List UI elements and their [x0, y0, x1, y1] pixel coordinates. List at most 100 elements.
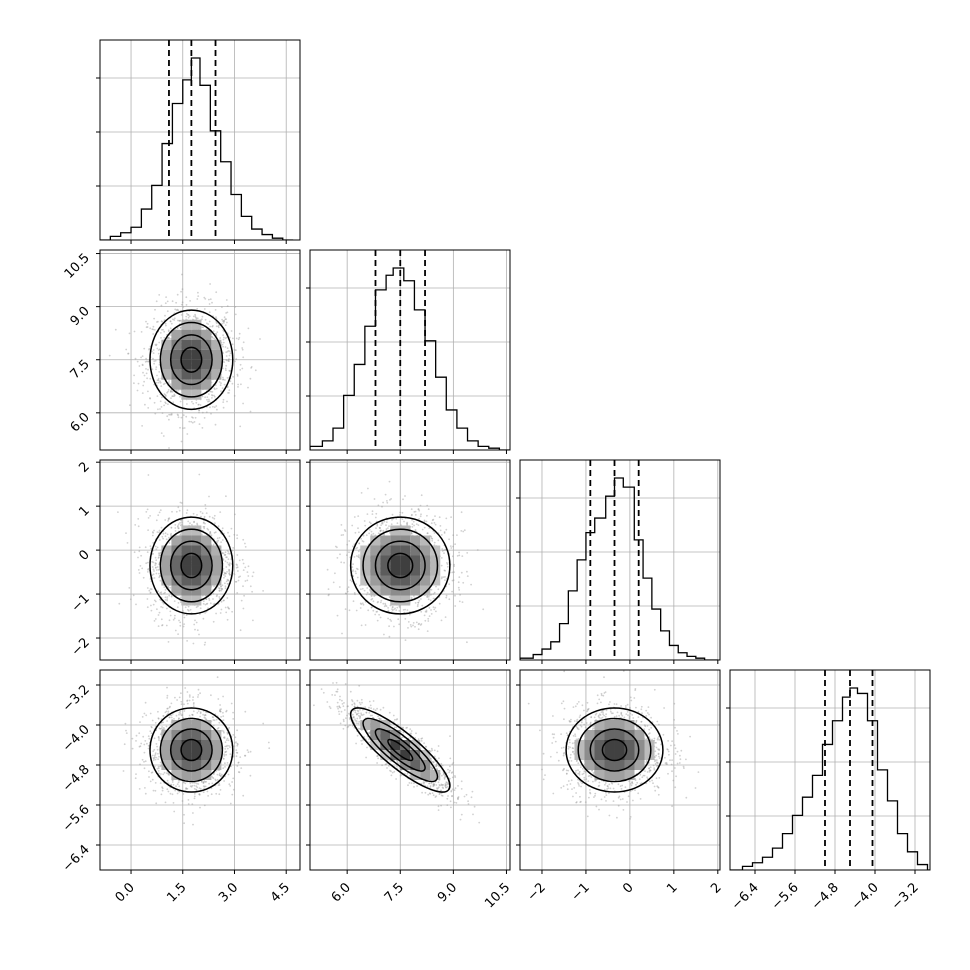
density-cell [181, 319, 192, 330]
contour-level-2 [159, 528, 224, 603]
scatter-point [202, 526, 205, 528]
scatter-point [191, 803, 194, 805]
scatter-point [223, 383, 226, 386]
scatter-point [247, 575, 250, 577]
scatter-point [187, 316, 190, 319]
scatter-point [342, 534, 345, 536]
scatter-point [151, 531, 154, 533]
scatter-point [231, 793, 234, 796]
scatter-point [232, 788, 235, 791]
scatter-point [430, 588, 433, 591]
scatter-point [445, 594, 448, 597]
scatter-point [418, 518, 420, 520]
scatter-point [149, 592, 152, 594]
scatter-point [432, 593, 435, 595]
scatter-point [174, 614, 176, 617]
scatter-point [197, 291, 199, 294]
scatter-point [207, 323, 210, 325]
scatter-point [175, 389, 178, 392]
scatter-point [190, 420, 193, 423]
scatter-point [177, 506, 180, 509]
scatter-point [168, 337, 171, 340]
scatter-point [182, 306, 185, 308]
scatter-point [199, 404, 202, 406]
scatter-point [169, 327, 172, 330]
scatter-point [209, 531, 212, 533]
scatter-point [388, 635, 391, 638]
scatter-point [166, 707, 169, 710]
scatter-point [409, 624, 412, 626]
scatter-point [239, 629, 242, 632]
scatter-point [222, 719, 225, 722]
scatter-point [220, 382, 222, 385]
scatter-point [231, 382, 234, 385]
scatter-point [218, 589, 221, 592]
scatter-point [169, 334, 171, 336]
scatter-point [432, 606, 435, 609]
panel-2-1 [306, 459, 511, 664]
scatter-point [108, 354, 111, 357]
scatter-point [138, 365, 141, 367]
scatter-point [158, 371, 161, 373]
scatter-point [213, 406, 216, 409]
scatter-point [336, 546, 338, 549]
scatter-point [252, 619, 254, 622]
scatter-point [234, 360, 236, 363]
density-cell [181, 565, 192, 576]
scatter-point [423, 526, 426, 529]
scatter-point [153, 362, 156, 365]
scatter-point [411, 526, 414, 528]
scatter-point [226, 583, 229, 585]
scatter-point [201, 318, 203, 321]
scatter-point [438, 516, 441, 519]
scatter-point [179, 319, 181, 322]
scatter-point [402, 498, 404, 501]
scatter-point [146, 360, 148, 363]
scatter-point [137, 556, 139, 559]
scatter-point [172, 395, 175, 397]
scatter-point [195, 621, 198, 624]
scatter-point [151, 328, 154, 330]
scatter-point [126, 542, 129, 544]
scatter-point [177, 319, 179, 322]
scatter-point [371, 597, 374, 600]
scatter-point [220, 585, 223, 588]
scatter-point [421, 604, 424, 607]
scatter-point [389, 618, 392, 621]
scatter-point [158, 611, 161, 614]
scatter-point [202, 522, 205, 524]
panel-content-2-1 [310, 460, 510, 660]
scatter-point [213, 387, 216, 390]
scatter-point [169, 534, 172, 536]
scatter-point [187, 605, 190, 608]
scatter-point [192, 402, 195, 405]
scatter-point [220, 600, 223, 603]
scatter-point [243, 594, 246, 597]
scatter-point [360, 492, 363, 494]
scatter-point [153, 599, 156, 602]
scatter-point [391, 513, 394, 516]
scatter-point [463, 529, 466, 532]
scatter-point [198, 403, 200, 406]
scatter-point [227, 552, 230, 555]
panel-content-1-0 [100, 250, 300, 450]
scatter-point [183, 613, 185, 616]
histogram-0 [100, 57, 294, 240]
scatter-point [168, 413, 171, 416]
scatter-point [458, 600, 461, 603]
scatter-point [229, 369, 232, 372]
contour-level-3 [349, 516, 451, 615]
scatter-point [227, 359, 230, 361]
scatter-point [201, 533, 203, 536]
scatter-point [133, 382, 135, 385]
scatter-point [341, 632, 343, 635]
scatter-point [161, 789, 164, 792]
density-cell [161, 565, 172, 576]
density-cell [161, 575, 172, 586]
scatter-point [454, 543, 456, 546]
scatter-point [452, 579, 455, 582]
density-cell [171, 349, 182, 360]
scatter-point [220, 585, 222, 588]
scatter-point [236, 373, 239, 376]
scatter-point [170, 390, 172, 393]
